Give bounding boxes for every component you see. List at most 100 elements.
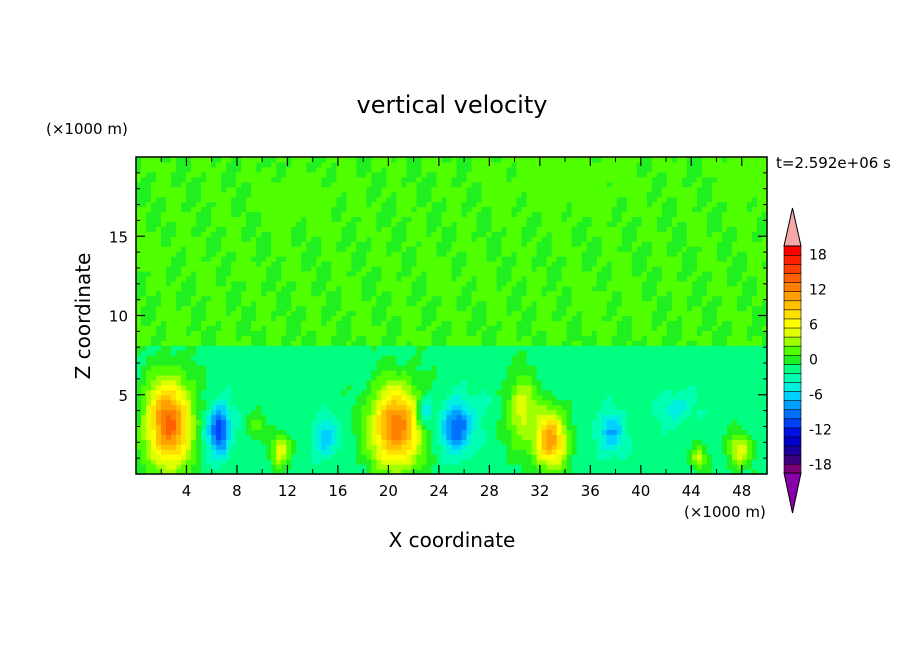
field-cell xyxy=(296,246,302,252)
field-cell xyxy=(221,161,227,168)
field-cell xyxy=(361,340,367,346)
field-cell xyxy=(311,335,317,341)
field-cell xyxy=(281,270,287,277)
field-cell xyxy=(406,394,413,401)
field-cell xyxy=(506,161,513,168)
field-cell xyxy=(291,399,297,406)
field-cell xyxy=(426,241,433,247)
field-cell xyxy=(221,176,227,183)
field-cell xyxy=(286,325,292,331)
field-cell xyxy=(396,429,403,435)
field-cell xyxy=(336,181,342,188)
field-cell xyxy=(361,369,367,376)
field-cell xyxy=(401,285,408,292)
field-cell xyxy=(201,325,207,331)
field-cell xyxy=(341,241,347,247)
field-cell xyxy=(386,285,393,292)
field-cell xyxy=(381,399,387,406)
field-cell xyxy=(206,355,212,361)
field-cell xyxy=(286,404,292,411)
field-cell xyxy=(476,469,483,475)
field-cell xyxy=(306,379,312,386)
field-cell xyxy=(231,429,237,435)
field-cell xyxy=(286,350,292,356)
field-cell xyxy=(461,454,468,460)
field-cell xyxy=(156,369,162,376)
field-cell xyxy=(501,226,508,232)
field-cell xyxy=(331,171,337,178)
field-cell xyxy=(211,216,217,222)
field-cell xyxy=(486,365,493,371)
field-cell xyxy=(246,265,252,272)
field-cell xyxy=(196,206,202,213)
field-cell xyxy=(371,236,377,242)
field-cell xyxy=(196,251,202,257)
field-cell xyxy=(156,166,162,173)
field-cell xyxy=(216,221,222,227)
field-cell xyxy=(326,211,332,218)
field-cell xyxy=(476,384,483,391)
field-cell xyxy=(141,221,147,227)
field-cell xyxy=(491,389,498,396)
field-cell xyxy=(286,355,292,361)
y-unit-label: (×1000 m) xyxy=(46,120,128,138)
field-cell xyxy=(236,157,242,163)
field-cell xyxy=(206,449,212,455)
field-cell xyxy=(391,166,398,173)
field-cell xyxy=(146,355,152,361)
field-cell xyxy=(401,469,408,475)
field-cell xyxy=(366,196,372,203)
field-cell xyxy=(296,290,302,297)
field-cell xyxy=(236,414,242,421)
field-cell xyxy=(361,464,367,470)
field-cell xyxy=(521,201,528,208)
field-cell xyxy=(376,340,382,346)
field-cell xyxy=(431,419,438,426)
field-cell xyxy=(311,320,317,326)
field-cell xyxy=(401,355,408,361)
field-cell xyxy=(466,211,473,218)
field-cell xyxy=(481,300,488,307)
field-cell xyxy=(256,236,262,242)
field-cell xyxy=(181,161,187,168)
field-cell xyxy=(426,439,433,445)
field-cell xyxy=(506,211,513,218)
field-cell xyxy=(336,305,342,312)
field-cell xyxy=(296,325,302,331)
field-cell xyxy=(146,315,152,322)
field-cell xyxy=(431,275,438,282)
field-cell xyxy=(186,449,192,455)
field-cell xyxy=(311,236,317,242)
field-cell xyxy=(151,419,157,426)
field-cell xyxy=(161,335,167,341)
field-cell xyxy=(361,374,367,381)
field-cell xyxy=(421,265,428,272)
field-cell xyxy=(186,365,192,371)
field-cell xyxy=(326,251,332,257)
field-cell xyxy=(296,166,302,173)
field-cell xyxy=(296,419,302,426)
field-cell xyxy=(431,236,438,242)
field-cell xyxy=(281,300,287,307)
field-cell xyxy=(391,315,398,322)
field-cell xyxy=(146,186,152,193)
field-cell xyxy=(396,176,403,183)
field-cell xyxy=(226,409,232,416)
field-cell xyxy=(486,379,493,386)
field-cell xyxy=(386,157,393,163)
field-cell xyxy=(291,166,297,173)
field-cell xyxy=(456,330,463,336)
field-cell xyxy=(366,256,372,262)
field-cell xyxy=(331,399,337,406)
field-cell xyxy=(376,369,382,376)
field-cell xyxy=(421,355,428,361)
field-cell xyxy=(366,444,372,450)
field-cell xyxy=(366,340,372,346)
field-cell xyxy=(306,285,312,292)
field-cell xyxy=(256,369,262,376)
field-cell xyxy=(496,290,503,297)
field-cell xyxy=(216,285,222,292)
field-cell xyxy=(496,246,503,252)
field-cell xyxy=(276,221,282,227)
field-cell xyxy=(291,394,297,401)
